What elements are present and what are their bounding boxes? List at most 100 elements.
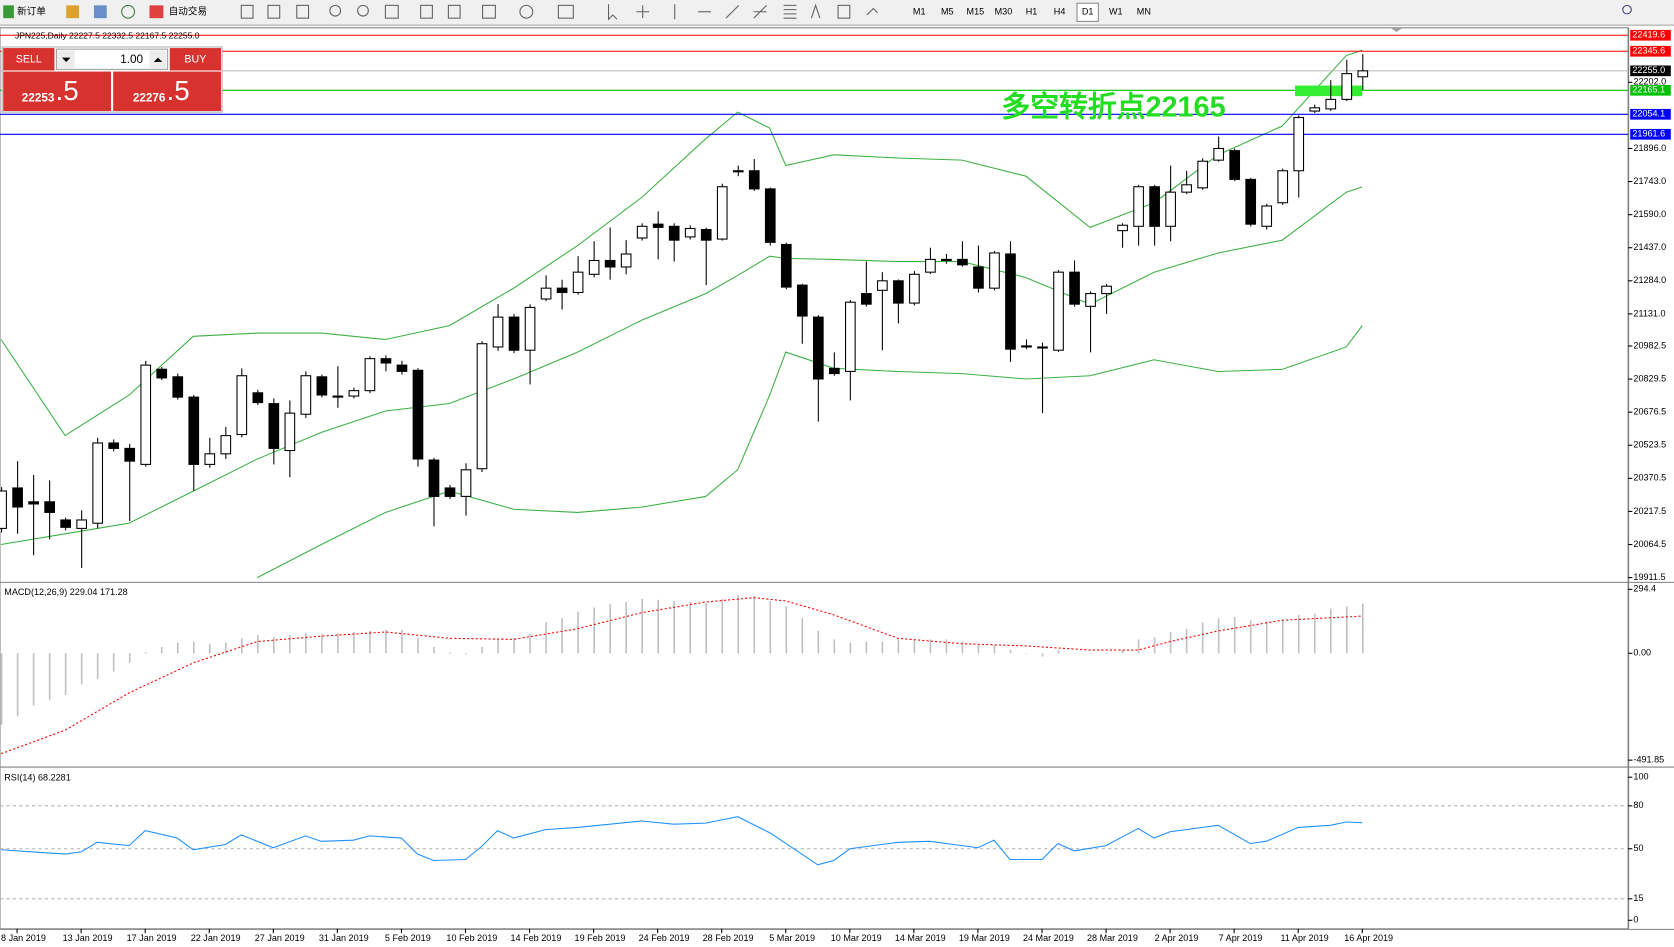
sell-button[interactable]	[3, 48, 55, 71]
toolbar-icon[interactable]	[482, 4, 496, 19]
candle-body	[172, 376, 184, 398]
x-tick-label: 8 Jan 2019	[1, 933, 46, 943]
y-tick-label: 80	[1633, 800, 1643, 810]
timeframe-bar: M1 M5 M15 M30 H1 H4 D1 W1 MN	[913, 7, 1151, 17]
annotation: 多空转折点22165	[1001, 91, 1225, 124]
y-tick-label: 20064.5	[1633, 539, 1666, 549]
candle-body	[732, 170, 744, 173]
macd-signal	[0, 597, 1363, 755]
price-label-box	[1630, 84, 1671, 96]
buy-label[interactable]: BUY	[184, 54, 206, 66]
timeframe-button[interactable]: H4	[1054, 7, 1066, 17]
candle-body	[989, 252, 1000, 289]
y-tick-label: 22202.0	[1633, 77, 1666, 87]
search-icon[interactable]	[1622, 4, 1632, 15]
price-label: 21961.6	[1632, 129, 1665, 139]
x-tick-label: 17 Jan 2019	[127, 933, 177, 943]
buy-price-box[interactable]	[113, 71, 221, 112]
y-tick-label: 19911.5	[1633, 572, 1665, 582]
x-tick-label: 19 Feb 2019	[575, 933, 626, 943]
candle-body	[124, 447, 136, 462]
label-tool[interactable]	[837, 4, 851, 19]
macd-panel	[0, 594, 1364, 755]
lots-value[interactable]: 1.00	[120, 53, 143, 66]
timeframe-button[interactable]: H1	[1026, 7, 1038, 17]
toolbar-icon[interactable]	[121, 4, 136, 19]
candle-body	[877, 280, 888, 291]
sell-price-box[interactable]	[3, 71, 112, 112]
candle-body	[893, 280, 904, 304]
candle-body	[941, 258, 952, 262]
sell-label[interactable]: SELL	[16, 54, 42, 66]
toolbar-icon[interactable]	[240, 4, 254, 19]
timeframe-button[interactable]: D1	[1082, 7, 1094, 17]
y-tick-label: -491.85	[1633, 755, 1664, 765]
y-tick-label: 20982.5	[1633, 340, 1666, 350]
candle-body	[44, 501, 55, 513]
candle-body	[828, 367, 840, 375]
x-tick-label: 24 Mar 2019	[1023, 933, 1074, 943]
timeframe-button[interactable]: M15	[967, 7, 985, 17]
chart-shift-marker	[1390, 27, 1403, 33]
toolbar-icon[interactable]	[66, 5, 80, 19]
crosshair-tool[interactable]	[636, 5, 650, 19]
lots-input[interactable]	[56, 48, 169, 70]
arrows-tool[interactable]	[866, 7, 878, 16]
channel-tool[interactable]	[753, 4, 767, 19]
x-tick-label: 2 Apr 2019	[1155, 933, 1199, 943]
x-tick-label: 16 Apr 2019	[1344, 933, 1393, 943]
y-tick-label: 0	[1633, 915, 1638, 925]
fibo-tool[interactable]	[783, 4, 797, 19]
new-order-icon[interactable]	[3, 5, 14, 19]
main-panel	[0, 34, 1629, 579]
x-tick-label: 14 Feb 2019	[510, 933, 561, 943]
candle-body	[1069, 271, 1080, 305]
text-tool[interactable]	[810, 3, 821, 19]
y-tick-label: 21131.0	[1633, 308, 1665, 318]
toolbar-icon[interactable]	[296, 4, 310, 19]
toolbar-icon[interactable]	[519, 4, 534, 19]
toolbar-icon[interactable]	[93, 5, 107, 19]
price-label-box	[1630, 65, 1671, 77]
cursor-tool[interactable]	[607, 4, 618, 21]
ask-price: 22276	[133, 91, 166, 104]
auto-trading-button[interactable]: 自动交易	[169, 5, 207, 17]
timeframe-button[interactable]: W1	[1109, 7, 1123, 17]
toolbar-icon[interactable]	[557, 4, 574, 19]
toolbar-icon[interactable]	[384, 4, 399, 19]
candle-body	[332, 395, 344, 398]
buy-button[interactable]	[169, 48, 221, 71]
new-order-button[interactable]: 新订单	[17, 5, 46, 17]
price-label: 22255.0	[1632, 65, 1665, 75]
candle-body	[188, 396, 200, 465]
candle-body	[684, 227, 696, 238]
timeframe-button[interactable]: M30	[995, 7, 1013, 17]
y-tick-label: 294.4	[1633, 584, 1656, 594]
toolbar-icon[interactable]	[447, 4, 461, 19]
ask-fraction: .5	[167, 75, 190, 106]
candle-body	[1005, 253, 1016, 350]
candle-body	[1101, 285, 1112, 295]
zoom-in[interactable]	[329, 4, 342, 17]
timeframe-button[interactable]: M1	[913, 7, 926, 17]
timeframe-button[interactable]: M5	[941, 7, 954, 17]
y-tick-label: 20217.5	[1633, 506, 1666, 516]
y-tick-label: 100	[1633, 772, 1648, 782]
candle-body	[588, 259, 600, 275]
candle-body	[348, 390, 360, 397]
toolbar-icon[interactable]	[420, 4, 433, 19]
price-label: 22419.6	[1632, 30, 1665, 40]
candle-body	[1229, 150, 1241, 180]
trendline-tool[interactable]	[725, 4, 740, 19]
candle-body	[220, 435, 232, 455]
candle-body	[861, 293, 872, 305]
candle-body	[1245, 178, 1257, 225]
price-label: 22165.1	[1632, 85, 1665, 95]
candle-body	[156, 368, 168, 379]
zoom-out[interactable]	[357, 4, 369, 17]
candle-body	[572, 271, 584, 294]
timeframe-button[interactable]: MN	[1137, 7, 1151, 17]
auto-trading-icon[interactable]	[149, 5, 164, 19]
candle-body	[12, 487, 23, 508]
toolbar-icon[interactable]	[267, 4, 281, 19]
